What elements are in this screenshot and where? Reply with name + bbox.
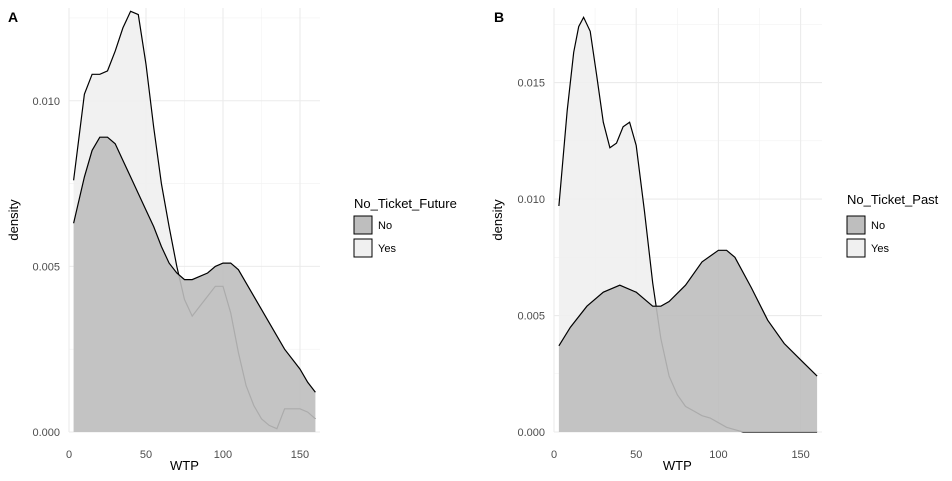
legend-title: No_Ticket_Future bbox=[354, 196, 457, 211]
legend-swatch-no bbox=[846, 215, 866, 235]
x-tick-label: 0 bbox=[551, 449, 557, 461]
legend-label-yes: Yes bbox=[871, 243, 889, 255]
legend-label-yes: Yes bbox=[378, 243, 396, 255]
density-line-no bbox=[73, 136, 316, 393]
legend: No_Ticket_Future No Yes bbox=[353, 196, 457, 258]
chart-panel-b: 0 50 100 150 0.000 0.005 0.010 0.015 B WTP density… bbox=[490, 8, 939, 473]
density-area-no bbox=[73, 137, 316, 432]
y-tick-label: 0.000 bbox=[517, 427, 545, 439]
panel-label: B bbox=[494, 9, 504, 25]
legend-title: No_Ticket_Past bbox=[847, 192, 939, 207]
y-tick-label: 0.005 bbox=[32, 261, 60, 273]
y-tick-label: 0.015 bbox=[517, 78, 545, 90]
x-axis-label: WTP bbox=[663, 458, 692, 473]
legend-label-no: No bbox=[871, 220, 885, 232]
y-tick-label: 0.010 bbox=[517, 194, 545, 206]
x-tick-label: 150 bbox=[291, 449, 309, 461]
legend-label-no: No bbox=[378, 220, 392, 232]
x-tick-label: 100 bbox=[709, 449, 727, 461]
density-line-no bbox=[558, 249, 818, 377]
chart-panel-a: 0 50 100 150 0.000 0.005 0.010 A WTP density No_Ti… bbox=[6, 8, 457, 473]
legend-swatch-yes bbox=[846, 238, 866, 258]
legend-swatch-no bbox=[353, 215, 373, 235]
y-axis-label: density bbox=[6, 199, 21, 241]
legend-swatch-yes bbox=[353, 238, 373, 258]
x-axis-label: WTP bbox=[170, 458, 199, 473]
x-tick-label: 0 bbox=[66, 449, 72, 461]
density-area-no bbox=[558, 250, 818, 432]
y-tick-label: 0.000 bbox=[32, 427, 60, 439]
legend: No_Ticket_Past No Yes bbox=[846, 192, 939, 258]
x-tick-label: 100 bbox=[214, 449, 232, 461]
x-tick-label: 50 bbox=[140, 449, 152, 461]
x-tick-label: 150 bbox=[791, 449, 809, 461]
y-tick-label: 0.005 bbox=[517, 311, 545, 323]
y-tick-label: 0.010 bbox=[32, 96, 60, 108]
x-tick-label: 50 bbox=[630, 449, 642, 461]
y-axis-label: density bbox=[490, 199, 505, 241]
panel-label: A bbox=[8, 9, 18, 25]
